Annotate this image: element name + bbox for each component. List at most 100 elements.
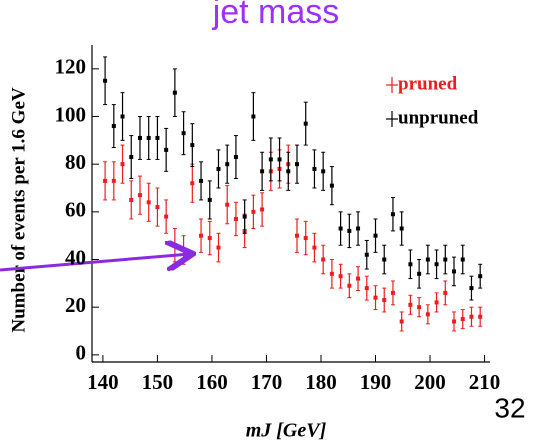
point [443, 290, 448, 295]
point [103, 178, 108, 183]
point [172, 243, 177, 248]
point [155, 205, 160, 210]
point [172, 90, 177, 95]
point [373, 233, 378, 238]
point [347, 283, 352, 288]
x-tick-label: 200 [414, 370, 446, 394]
point [260, 169, 265, 174]
point [164, 214, 169, 219]
point [356, 226, 361, 231]
point [434, 262, 439, 267]
point [338, 274, 343, 279]
y-tick-label: 0 [76, 341, 87, 365]
chart-title: jet mass [212, 0, 340, 31]
point [312, 245, 317, 250]
point [364, 252, 369, 257]
x-tick-label: 160 [196, 370, 228, 394]
point [286, 169, 291, 174]
point [338, 226, 343, 231]
point [164, 147, 169, 152]
point [469, 314, 474, 319]
plot [103, 56, 483, 332]
point [233, 216, 238, 221]
point [329, 271, 334, 276]
y-axis-label: Number of events per 1.6 GeV [8, 87, 29, 332]
point [199, 233, 204, 238]
x-tick-label: 180 [305, 370, 337, 394]
point [399, 319, 404, 324]
point [294, 233, 299, 238]
point [225, 162, 230, 167]
point [390, 290, 395, 295]
legend-label: pruned [398, 73, 458, 94]
x-tick-label: 150 [142, 370, 174, 394]
point [425, 312, 430, 317]
point [303, 121, 308, 126]
point [417, 271, 422, 276]
point [417, 305, 422, 310]
arrow [0, 254, 190, 272]
point [190, 181, 195, 186]
point [425, 257, 430, 262]
point [347, 228, 352, 233]
point [242, 214, 247, 219]
point [181, 131, 186, 136]
point [233, 155, 238, 160]
point [207, 236, 212, 241]
point [434, 300, 439, 305]
point [181, 247, 186, 252]
point [373, 295, 378, 300]
point [469, 286, 474, 291]
point [216, 166, 221, 171]
point [207, 197, 212, 202]
point [443, 257, 448, 262]
y-tick-label: 20 [65, 293, 86, 317]
point [478, 274, 483, 279]
point [312, 166, 317, 171]
y-tick-label: 120 [55, 55, 87, 79]
y-tick-label: 40 [65, 245, 86, 269]
point [146, 200, 151, 205]
x-axis-label: mJ [GeV] [246, 420, 327, 442]
y-tick-label: 80 [65, 150, 86, 174]
point [408, 262, 413, 267]
point [460, 317, 465, 322]
point [199, 178, 204, 183]
point [216, 245, 221, 250]
point [120, 162, 125, 167]
point [103, 78, 108, 83]
legend: pruned unpruned [386, 73, 479, 128]
x-tick-label: 140 [87, 370, 119, 394]
point [460, 257, 465, 262]
point [382, 257, 387, 262]
point [251, 209, 256, 214]
x-tick-label: 190 [360, 370, 392, 394]
legend-label: unpruned [398, 107, 479, 128]
point [120, 114, 125, 119]
point [452, 319, 457, 324]
point [129, 155, 134, 160]
point [356, 276, 361, 281]
point [137, 193, 142, 198]
point [225, 202, 230, 207]
point [260, 207, 265, 212]
point [146, 135, 151, 140]
page-number: 32 [494, 392, 525, 423]
point [364, 286, 369, 291]
point [268, 157, 273, 162]
point [251, 114, 256, 119]
point [294, 162, 299, 167]
point [277, 157, 282, 162]
point [129, 197, 134, 202]
point [155, 135, 160, 140]
point [390, 212, 395, 217]
x-tick-label: 170 [251, 370, 283, 394]
point [111, 124, 116, 129]
point [137, 135, 142, 140]
point [452, 269, 457, 274]
point [321, 169, 326, 174]
point [399, 226, 404, 231]
point [329, 183, 334, 188]
point [303, 236, 308, 241]
